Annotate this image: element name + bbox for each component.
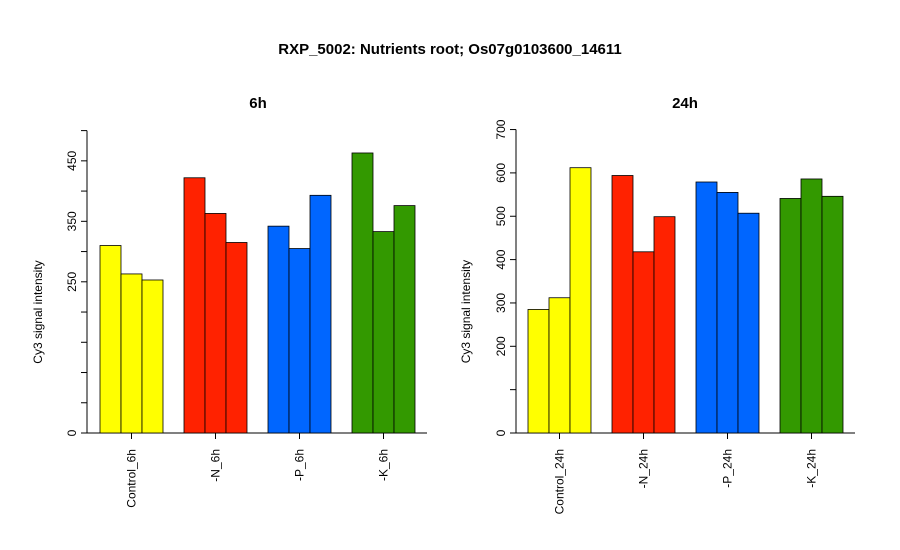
bar — [120, 273, 143, 434]
x-tick-label: -K_6h — [377, 449, 391, 481]
panel-6h: 6h 0 250 350 450 Cy3 signal intensity Control_… — [31, 95, 427, 508]
bar — [695, 181, 718, 434]
x-tick-label: Control_6h — [125, 449, 139, 508]
panel-24h: 24h 0 200 300 400 500 600 700 Cy3 signal intensi… — [459, 95, 855, 514]
bar — [800, 178, 823, 434]
y-tick-label: 250 — [65, 271, 79, 291]
x-tick-label: -P_24h — [721, 449, 735, 488]
bar — [393, 205, 416, 434]
bar — [632, 251, 655, 434]
bar — [821, 195, 844, 434]
bar — [309, 194, 332, 434]
x-tick-label: -N_6h — [209, 449, 223, 482]
y-tick-label: 600 — [494, 163, 508, 183]
panel-title: 24h — [672, 95, 698, 112]
y-tick-label: 0 — [494, 429, 508, 436]
bar — [611, 175, 634, 434]
bar — [527, 309, 550, 434]
panel-title: 6h — [249, 95, 267, 112]
bar — [267, 225, 290, 434]
y-tick-label: 350 — [65, 211, 79, 231]
bar — [99, 245, 122, 434]
bar — [141, 279, 164, 434]
y-axis-label: Cy3 signal intensity — [31, 260, 45, 363]
bar — [569, 167, 592, 434]
y-tick-label: 0 — [65, 429, 79, 436]
y-tick-label: 500 — [494, 206, 508, 226]
bar — [737, 212, 760, 434]
bar — [351, 152, 374, 434]
x-tick-label: -N_24h — [637, 449, 651, 488]
y-axis-label: Cy3 signal intensity — [459, 260, 473, 363]
y-tick-label: 300 — [494, 293, 508, 313]
bar — [653, 216, 676, 434]
bar — [204, 213, 227, 434]
bar — [372, 231, 395, 434]
figure-title: RXP_5002: Nutrients root; Os07g0103600_1… — [278, 41, 622, 58]
y-tick-label: 200 — [494, 336, 508, 356]
bar — [548, 297, 571, 434]
x-tick-label: Control_24h — [553, 449, 567, 514]
y-tick-label: 400 — [494, 249, 508, 269]
x-tick-label: -P_6h — [293, 449, 307, 481]
bar — [779, 198, 802, 434]
bar — [288, 248, 311, 434]
bar — [225, 242, 248, 434]
x-tick-label: -K_24h — [805, 449, 819, 488]
y-tick-label: 450 — [65, 151, 79, 171]
bar — [183, 177, 206, 434]
bar — [716, 192, 739, 434]
y-tick-label: 700 — [494, 119, 508, 139]
